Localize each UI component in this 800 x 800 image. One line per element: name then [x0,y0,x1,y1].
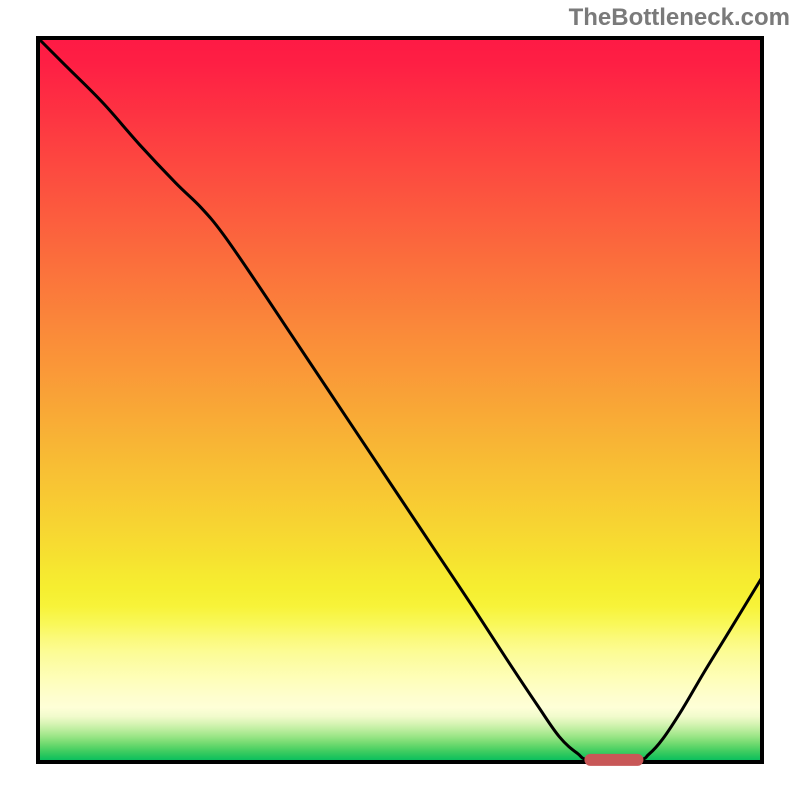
chart-svg [0,0,800,800]
bottleneck-chart: TheBottleneck.com [0,0,800,800]
watermark-label: TheBottleneck.com [569,4,790,32]
plot-background [38,38,762,762]
